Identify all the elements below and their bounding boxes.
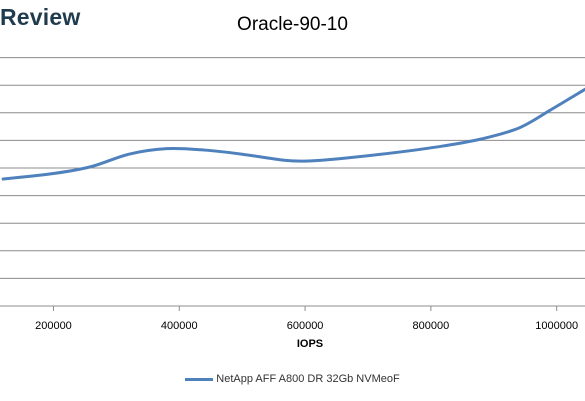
x-axis: 200000 400000 600000 800000 1000000	[0, 305, 585, 332]
x-tick-label: 400000	[161, 320, 198, 332]
x-tick-label: 800000	[413, 320, 450, 332]
x-tick-label: 600000	[287, 320, 324, 332]
chart-title: Oracle-90-10	[237, 14, 348, 35]
series-line	[1, 87, 585, 181]
gridlines	[0, 57, 585, 279]
legend: NetApp AFF A800 DR 32Gb NVMeoF	[0, 373, 585, 385]
x-tick-label: 200000	[35, 320, 72, 332]
x-tick-label: 1000000	[535, 320, 578, 332]
x-axis-label: IOPS	[296, 338, 324, 350]
brand-logo-text: Review	[0, 4, 81, 30]
series-layer	[1, 87, 585, 181]
legend-label: NetApp AFF A800 DR 32Gb NVMeoF	[216, 373, 400, 385]
legend-swatch	[185, 377, 214, 381]
